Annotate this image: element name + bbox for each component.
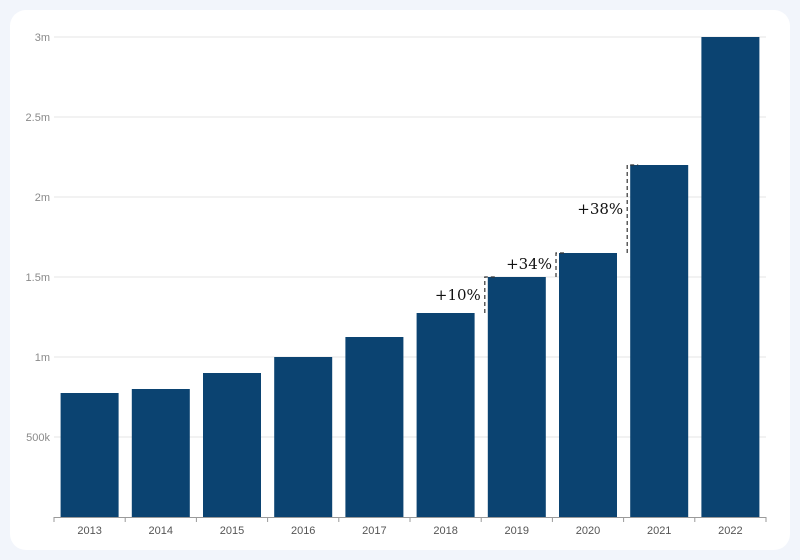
growth-bracket bbox=[626, 164, 639, 253]
bar-2020 bbox=[559, 253, 617, 517]
y-tick-label: 1.5m bbox=[26, 272, 50, 284]
y-tick-label: 3m bbox=[35, 32, 50, 44]
bar-2015 bbox=[203, 373, 261, 517]
y-tick-label: 2m bbox=[35, 192, 50, 204]
growth-label: +38% bbox=[577, 200, 623, 218]
growth-label: +34% bbox=[506, 255, 552, 273]
bar-2018 bbox=[416, 313, 475, 517]
bars bbox=[60, 37, 760, 517]
x-tick-label: 2017 bbox=[362, 525, 386, 537]
x-tick-label: 2020 bbox=[576, 525, 600, 537]
x-tick-label: 2021 bbox=[647, 525, 671, 537]
growth-label: +10% bbox=[435, 286, 481, 304]
x-tick-label: 2016 bbox=[291, 525, 315, 537]
x-tick-label: 2018 bbox=[433, 525, 457, 537]
bar-2013 bbox=[60, 393, 119, 517]
x-tick-label: 2013 bbox=[77, 525, 101, 537]
growth-bracket bbox=[555, 252, 567, 277]
bar-2019 bbox=[487, 277, 546, 517]
bar-2022 bbox=[701, 37, 760, 517]
bar-2021 bbox=[630, 165, 689, 517]
x-tick-label: 2019 bbox=[505, 525, 529, 537]
bar-2017 bbox=[345, 337, 404, 517]
growth-bracket bbox=[484, 276, 496, 313]
y-tick-label: 500k bbox=[26, 432, 50, 444]
axes: 500k 1m 1.5m 2m 2.5m 3m 2013 2014 2015 2016 2017 20… bbox=[26, 32, 767, 537]
growth-annotations: +10% +34% +38% bbox=[435, 164, 639, 313]
x-tick-label: 2015 bbox=[220, 525, 244, 537]
bar-2014 bbox=[131, 389, 190, 517]
y-tick-label: 1m bbox=[35, 352, 50, 364]
bar-2016 bbox=[274, 357, 333, 517]
x-tick-label: 2014 bbox=[149, 525, 173, 537]
y-tick-label: 2.5m bbox=[26, 112, 50, 124]
x-tick-label: 2022 bbox=[718, 525, 742, 537]
